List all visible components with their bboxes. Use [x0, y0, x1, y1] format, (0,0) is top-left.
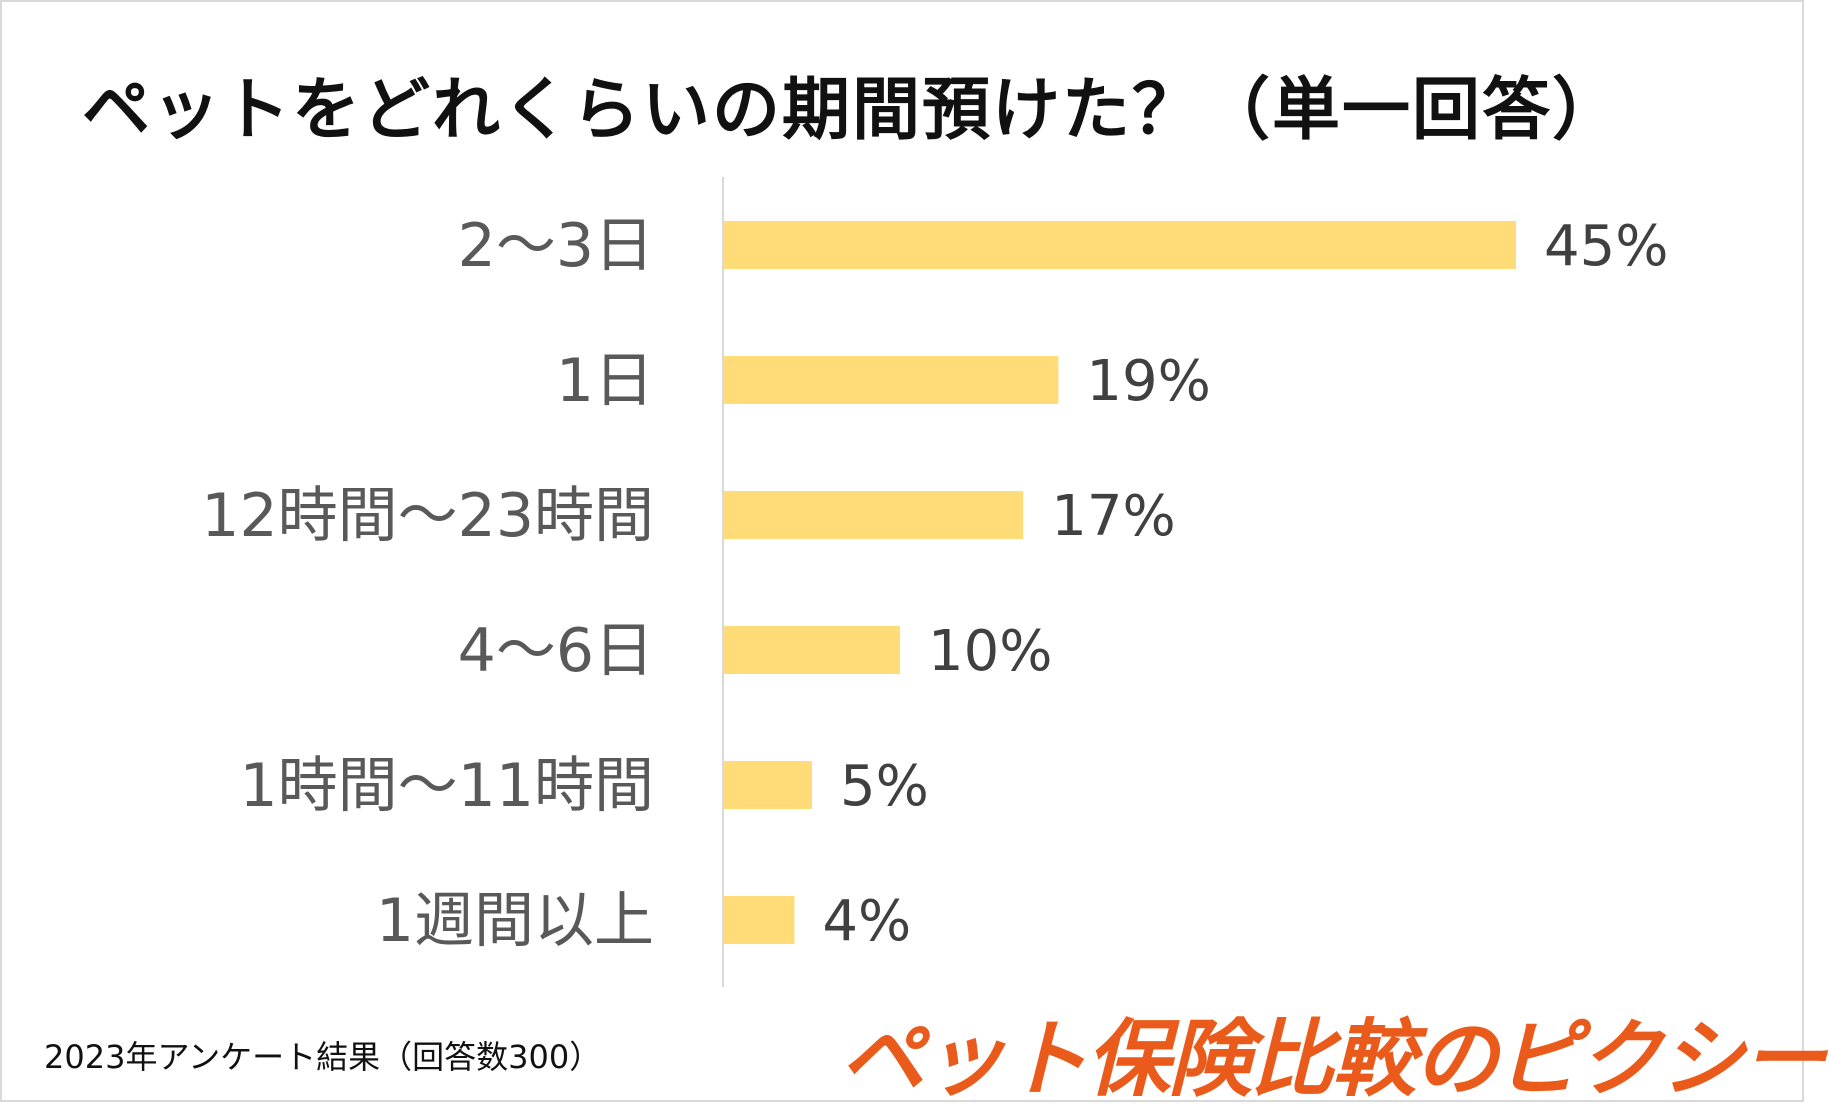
chart-title: ペットをどれくらいの期間預けた？（単一回答）	[82, 71, 1623, 150]
bar	[724, 626, 900, 674]
survey-footnote: 2023年アンケート結果（回答数300）	[44, 1038, 602, 1076]
value-label: 10%	[928, 619, 1052, 684]
value-label: 5%	[840, 754, 929, 819]
bar	[724, 356, 1059, 404]
value-label: 19%	[1086, 349, 1210, 414]
bar	[724, 221, 1516, 269]
bar	[724, 761, 812, 809]
category-label: 1日	[556, 346, 654, 416]
bar	[724, 491, 1024, 539]
value-label: 17%	[1051, 484, 1175, 549]
value-label: 45%	[1544, 214, 1668, 279]
bars	[724, 221, 1516, 944]
category-label: 4〜6日	[458, 616, 654, 686]
value-label: 4%	[822, 889, 911, 954]
value-labels: 45% 19% 17% 10% 5% 4%	[822, 214, 1668, 954]
brand-logo: ペット保険比較のピクシー	[840, 1010, 1826, 1108]
category-label: 1週間以上	[376, 886, 654, 956]
category-labels: 2〜3日 1日 12時間〜23時間 4〜6日 1時間〜11時間 1週間以上	[201, 211, 654, 956]
bar	[724, 896, 795, 944]
category-label: 2〜3日	[458, 211, 654, 281]
category-label: 12時間〜23時間	[201, 481, 654, 551]
bar-chart: 2〜3日 1日 12時間〜23時間 4〜6日 1時間〜11時間 1週間以上 45% 19% 1…	[201, 177, 1668, 987]
category-label: 1時間〜11時間	[239, 751, 654, 821]
